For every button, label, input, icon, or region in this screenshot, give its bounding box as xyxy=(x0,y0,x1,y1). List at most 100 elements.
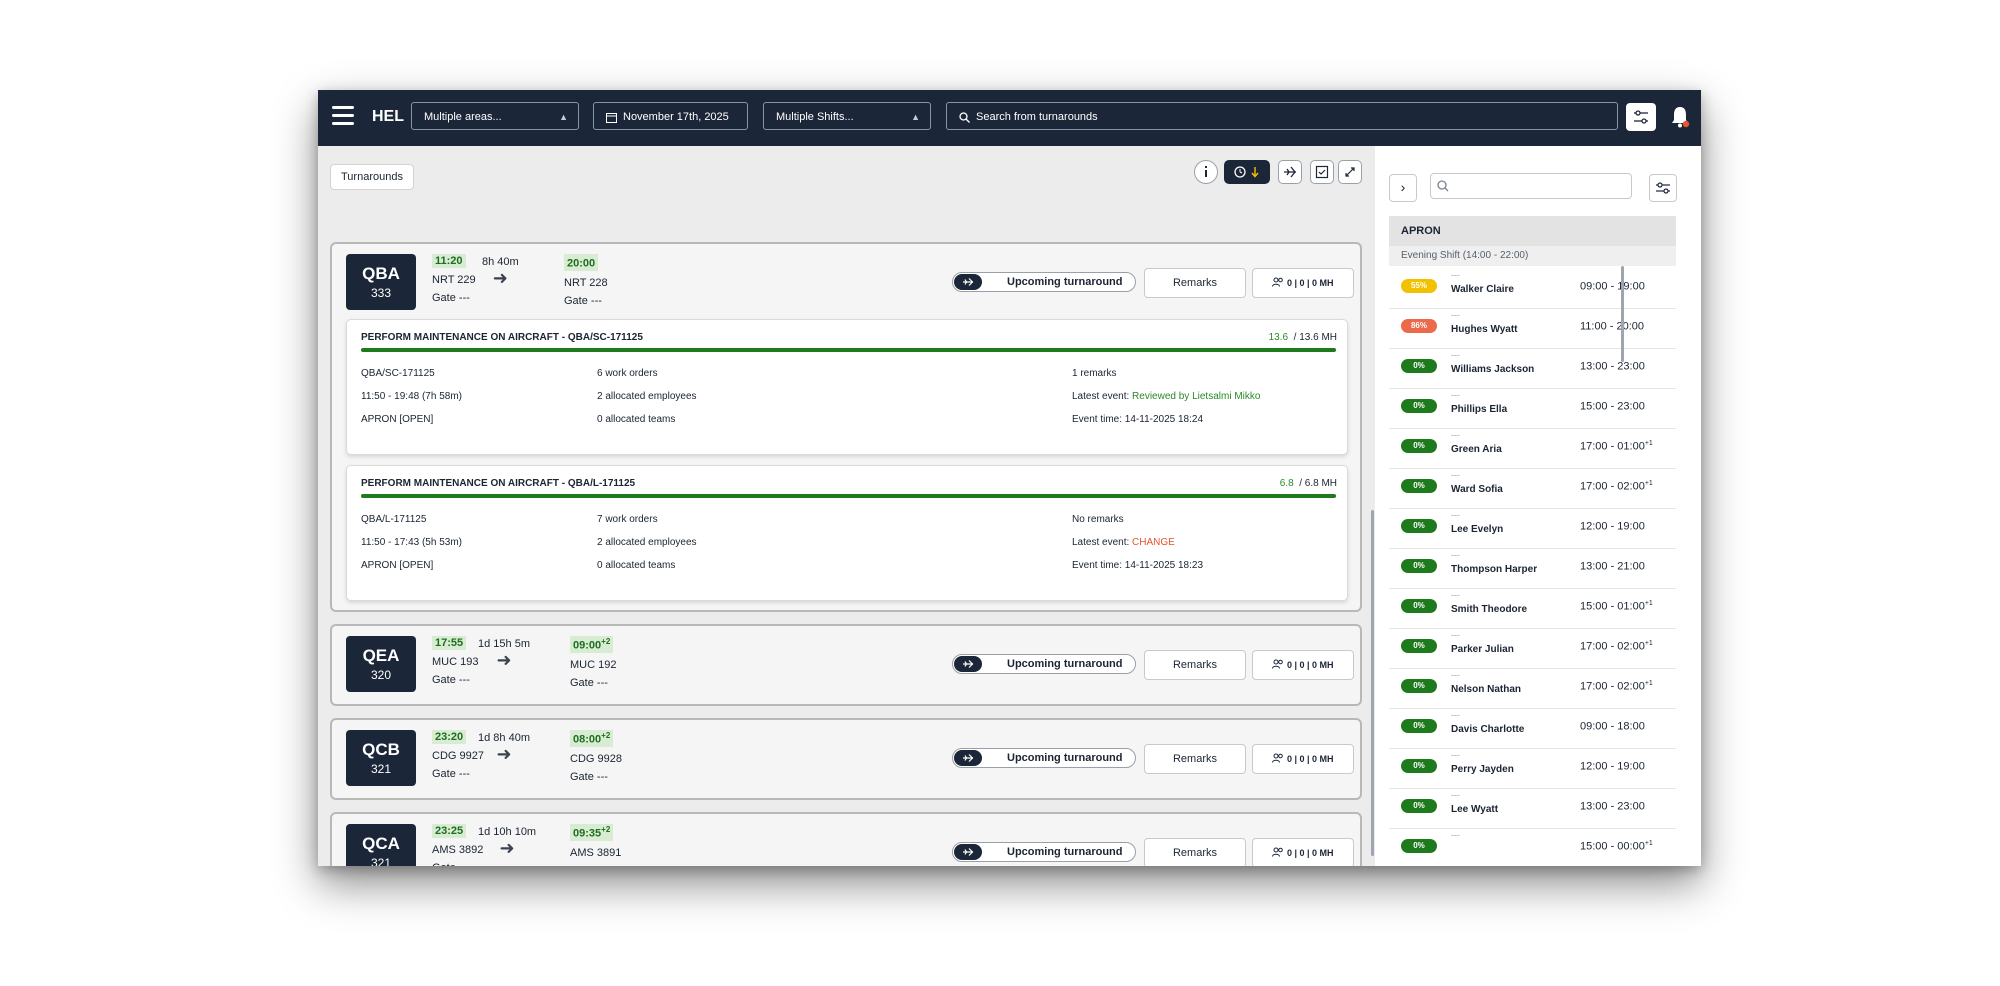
remarks-button[interactable]: Remarks xyxy=(1144,268,1246,298)
employee-row[interactable]: 0% --- Green Aria 17:00 - 01:00+1 xyxy=(1389,427,1676,469)
allocation-counts[interactable]: 0 | 0 | 0 MH xyxy=(1252,650,1354,680)
departure-flight: CDG 9928 xyxy=(570,752,622,765)
calendar-check-button[interactable] xyxy=(1310,160,1334,184)
status-text: Upcoming turnaround xyxy=(1007,276,1123,288)
employee-row[interactable]: 0% --- Nelson Nathan 17:00 - 02:00+1 xyxy=(1389,667,1676,709)
employee-row[interactable]: 0% --- Phillips Ella 15:00 - 23:00 xyxy=(1389,387,1676,429)
staff-filter-button[interactable] xyxy=(1649,174,1677,202)
remarks-button[interactable]: Remarks xyxy=(1144,650,1246,680)
turnaround-card[interactable]: QCB 321 23:20 CDG 9927 Gate --- 1d 8h 40… xyxy=(330,718,1362,800)
status-toggle[interactable]: Upcoming turnaround xyxy=(952,842,1136,862)
allocation-counts[interactable]: 0 | 0 | 0 MH xyxy=(1252,744,1354,774)
shift-label: Evening Shift (14:00 - 22:00) xyxy=(1389,246,1676,266)
employee-shift-time: 17:00 - 02:00+1 xyxy=(1580,680,1653,693)
filter-settings-button[interactable] xyxy=(1626,103,1656,131)
employee-shift-time: 12:00 - 19:00 xyxy=(1580,760,1645,773)
aircraft-badge: QCB 321 xyxy=(346,730,416,786)
employee-role: --- xyxy=(1451,750,1460,760)
utilization-badge: 0% xyxy=(1401,519,1437,533)
arrival-flight: AMS 3892 xyxy=(432,844,484,856)
search-placeholder: Search from turnarounds xyxy=(976,111,1098,123)
employee-row[interactable]: 55% --- Walker Claire 09:00 - 19:00 xyxy=(1389,267,1676,309)
status-toggle[interactable]: Upcoming turnaround xyxy=(952,654,1136,674)
employee-role: --- xyxy=(1451,630,1460,640)
employee-shift-time: 13:00 - 21:00 xyxy=(1580,560,1645,573)
arrival-flight: MUC 193 xyxy=(432,656,479,668)
employee-row[interactable]: 0% --- Perry Jayden 12:00 - 19:00 xyxy=(1389,747,1676,789)
aircraft-registration: QBA xyxy=(362,264,400,283)
work-order-card[interactable]: PERFORM MAINTENANCE ON AIRCRAFT - QBA/L-… xyxy=(346,465,1348,601)
work-order-events: 1 remarks Latest event: Reviewed by Liet… xyxy=(1072,368,1260,437)
top-bar: HEL Multiple areas... ▲ November 17th, 2… xyxy=(318,90,1701,146)
users-icon xyxy=(1272,659,1284,669)
date-value: November 17th, 2025 xyxy=(623,111,729,123)
employee-name: Davis Charlotte xyxy=(1451,724,1525,735)
employee-row[interactable]: 0% --- Davis Charlotte 09:00 - 18:00 xyxy=(1389,707,1676,749)
employee-row[interactable]: 0% --- 15:00 - 00:00+1 xyxy=(1389,827,1676,866)
employee-row[interactable]: 0% --- Parker Julian 17:00 - 02:00+1 xyxy=(1389,627,1676,669)
status-text: Upcoming turnaround xyxy=(1007,846,1123,858)
allocated-teams: 0 allocated teams xyxy=(597,414,676,425)
info-button[interactable] xyxy=(1194,160,1218,184)
employee-row[interactable]: 0% --- Ward Sofia 17:00 - 02:00+1 xyxy=(1389,467,1676,509)
date-picker[interactable]: November 17th, 2025 xyxy=(593,102,748,130)
chevron-right-icon[interactable]: › xyxy=(1389,174,1417,202)
work-order-count: 7 work orders xyxy=(597,514,658,525)
flight-view-button[interactable] xyxy=(1278,160,1302,184)
shifts-select[interactable]: Multiple Shifts... ▲ xyxy=(763,102,931,130)
updown-icon: ▲ xyxy=(911,112,920,122)
arrival-time: 23:20 xyxy=(432,730,467,744)
status-toggle[interactable]: Upcoming turnaround xyxy=(952,748,1136,768)
employee-row[interactable]: 0% --- Lee Wyatt 13:00 - 23:00 xyxy=(1389,787,1676,829)
departure-gate: Gate --- xyxy=(570,770,608,783)
allocation-counts[interactable]: 0 | 0 | 0 MH xyxy=(1252,268,1354,298)
turnaround-card[interactable]: QEA 320 17:55 MUC 193 Gate --- 1d 15h 5m… xyxy=(330,624,1362,706)
employee-row[interactable]: 0% --- Smith Theodore 15:00 - 01:00+1 xyxy=(1389,587,1676,629)
employee-name: Phillips Ella xyxy=(1451,404,1508,415)
staff-search-input[interactable] xyxy=(1430,173,1632,199)
departure-time: 09:00+2 xyxy=(570,636,614,653)
turnarounds-tab[interactable]: Turnarounds xyxy=(330,164,414,190)
employee-row[interactable]: 86% --- Hughes Wyatt 11:00 - 20:00 xyxy=(1389,307,1676,349)
allocation-counts[interactable]: 0 | 0 | 0 MH xyxy=(1252,838,1354,866)
employee-row[interactable]: 0% --- Thompson Harper 13:00 - 21:00 xyxy=(1389,547,1676,589)
plane-toggle-icon xyxy=(954,844,982,860)
ground-duration: 1d 15h 5m xyxy=(478,638,530,650)
work-order-allocation: 6 work orders 2 allocated employees 0 al… xyxy=(597,368,697,437)
main-scrollbar[interactable] xyxy=(1371,510,1374,856)
counts-text: 0 | 0 | 0 MH xyxy=(1286,754,1334,764)
areas-select[interactable]: Multiple areas... ▲ xyxy=(411,102,579,130)
departure-gate: Gate --- xyxy=(570,676,608,689)
collapse-button[interactable] xyxy=(1338,160,1362,184)
event-time: Event time: 14-11-2025 18:23 xyxy=(1072,560,1204,571)
arrival-time: 17:55 xyxy=(432,636,467,650)
employee-row[interactable]: 0% --- Lee Evelyn 12:00 - 19:00 xyxy=(1389,507,1676,549)
utilization-badge: 86% xyxy=(1401,319,1437,333)
employee-role: --- xyxy=(1451,510,1460,520)
remarks-button[interactable]: Remarks xyxy=(1144,838,1246,866)
employee-role: --- xyxy=(1451,430,1460,440)
employee-row[interactable]: 0% --- Williams Jackson 13:00 - 23:00 xyxy=(1389,347,1676,389)
departure-time: 20:00 xyxy=(564,254,599,271)
clock-sort-icon xyxy=(1234,166,1259,178)
employee-name: Hughes Wyatt xyxy=(1451,324,1518,335)
employee-shift-time: 09:00 - 18:00 xyxy=(1580,720,1645,733)
turnaround-card[interactable]: QBA 333 11:20 NRT 229 Gate --- 8h 40m ➜ … xyxy=(330,242,1362,612)
turnaround-card[interactable]: QCA 321 23:25 AMS 3892 Gate --- 1d 10h 1… xyxy=(330,812,1362,866)
departure-info: 09:35+2 AMS 3891 Gate --- xyxy=(570,824,621,866)
menu-icon[interactable] xyxy=(332,106,354,126)
employee-role: --- xyxy=(1451,390,1460,400)
apron-section-header[interactable]: APRON xyxy=(1389,216,1676,246)
work-order-id: QBA/L-171125 xyxy=(361,514,427,525)
sliders-icon xyxy=(1634,110,1648,124)
employee-shift-time: 15:00 - 00:00+1 xyxy=(1580,840,1653,853)
sidebar-scrollbar[interactable] xyxy=(1621,266,1624,362)
work-order-details: QBA/L-171125 11:50 - 17:43 (5h 53m) APRO… xyxy=(361,514,462,583)
notifications-button[interactable] xyxy=(1669,104,1691,130)
employee-role: --- xyxy=(1451,670,1460,680)
search-input[interactable]: Search from turnarounds xyxy=(946,102,1618,130)
status-toggle[interactable]: Upcoming turnaround xyxy=(952,272,1136,292)
sort-time-button[interactable] xyxy=(1224,160,1270,184)
remarks-button[interactable]: Remarks xyxy=(1144,744,1246,774)
work-order-card[interactable]: PERFORM MAINTENANCE ON AIRCRAFT - QBA/SC… xyxy=(346,319,1348,455)
